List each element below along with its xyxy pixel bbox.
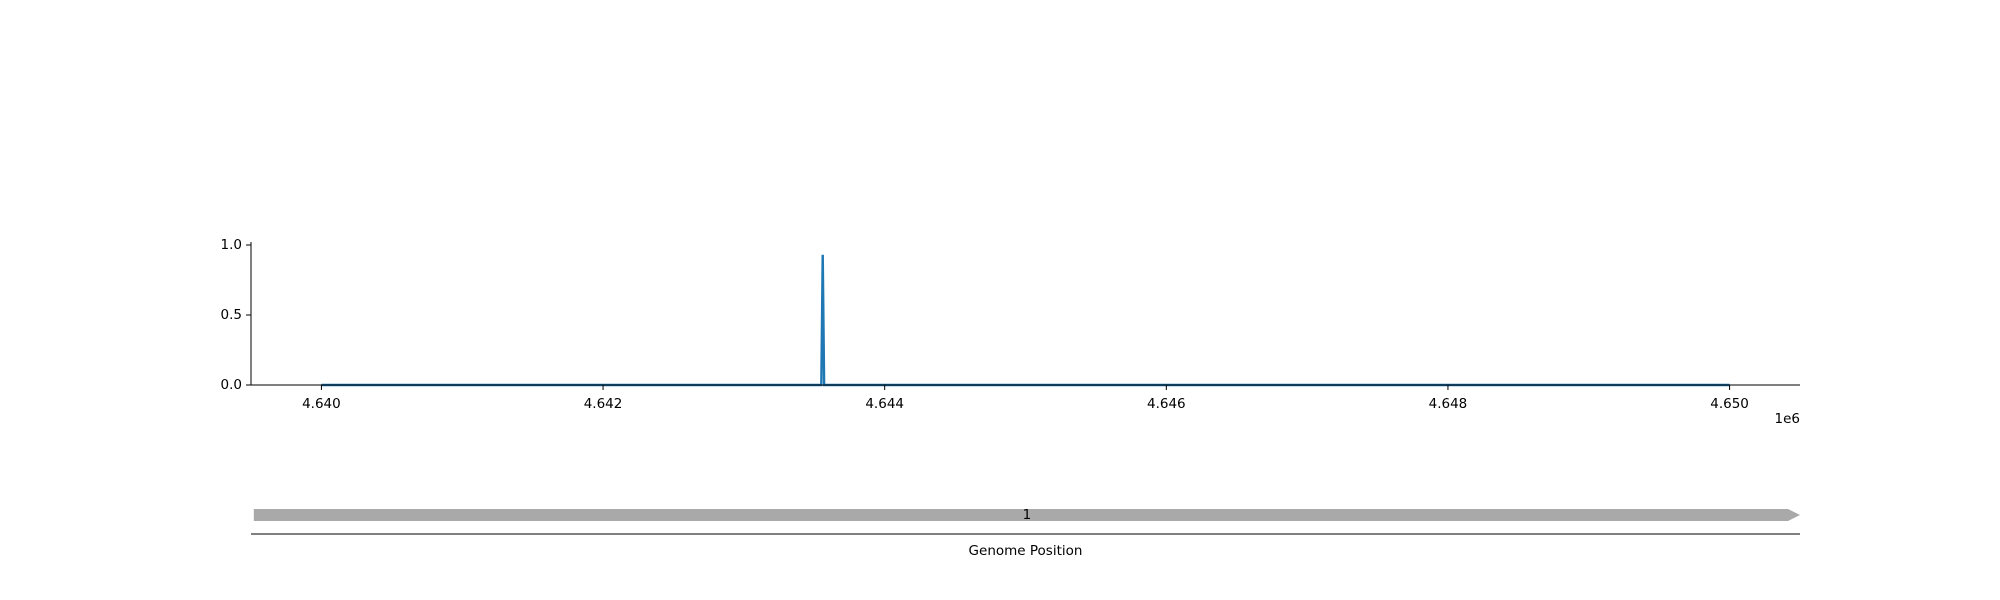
gene-feature-label: 1 xyxy=(1023,507,1032,523)
coverage-plot: 0.0 0.5 1.0 4.640 4.642 4.644 4.646 4.648 4.650 1… xyxy=(221,237,1800,427)
y-tick-label: 1.0 xyxy=(221,237,242,253)
gene-track: 1 Genome Position xyxy=(251,507,1800,559)
x-tick-label: 4.650 xyxy=(1710,396,1749,412)
y-tick-label: 0.5 xyxy=(221,307,242,323)
x-axis-offset-label: 1e6 xyxy=(1775,411,1800,427)
gene-feature-arrow xyxy=(253,509,1800,521)
x-tick-label: 4.648 xyxy=(1429,396,1468,412)
x-tick-label: 4.640 xyxy=(302,396,341,412)
y-tick-label: 0.0 xyxy=(221,377,242,393)
x-tick-label: 4.642 xyxy=(584,396,623,412)
gene-track-xlabel: Genome Position xyxy=(969,543,1083,559)
coverage-series-line-0 xyxy=(321,254,1730,387)
x-tick-label: 4.644 xyxy=(865,396,904,412)
x-tick-label: 4.646 xyxy=(1147,396,1186,412)
